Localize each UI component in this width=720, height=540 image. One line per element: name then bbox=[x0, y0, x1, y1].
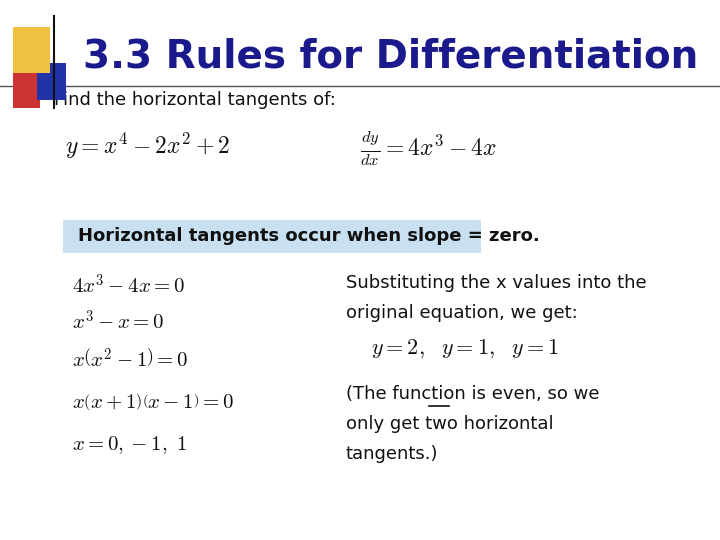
Bar bbox=[13, 71, 40, 108]
Text: Find the horizontal tangents of:: Find the horizontal tangents of: bbox=[54, 91, 336, 109]
Text: $x = 0, -1,\ 1$: $x = 0, -1,\ 1$ bbox=[72, 435, 187, 456]
Text: $y = x^4 - 2x^2 + 2$: $y = x^4 - 2x^2 + 2$ bbox=[65, 131, 230, 161]
Text: $y = 2,\ \ y = 1,\ \ y = 1$: $y = 2,\ \ y = 1,\ \ y = 1$ bbox=[371, 337, 559, 360]
Text: tangents.): tangents.) bbox=[346, 444, 438, 463]
Text: Horizontal tangents occur when slope = zero.: Horizontal tangents occur when slope = z… bbox=[78, 227, 539, 245]
Text: $x^3 - x = 0$: $x^3 - x = 0$ bbox=[72, 309, 164, 333]
Text: $x\left(x^2 - 1\right) = 0$: $x\left(x^2 - 1\right) = 0$ bbox=[72, 347, 189, 371]
Text: original equation, we get:: original equation, we get: bbox=[346, 304, 577, 322]
Text: $4x^3 - 4x = 0$: $4x^3 - 4x = 0$ bbox=[72, 274, 185, 298]
Text: 3.3 Rules for Differentiation: 3.3 Rules for Differentiation bbox=[83, 38, 698, 76]
Bar bbox=[37, 63, 66, 100]
FancyBboxPatch shape bbox=[63, 220, 481, 253]
Text: $\frac{dy}{dx} = 4x^3 - 4x$: $\frac{dy}{dx} = 4x^3 - 4x$ bbox=[360, 129, 497, 168]
Bar bbox=[13, 27, 50, 73]
Text: Substituting the x values into the: Substituting the x values into the bbox=[346, 274, 647, 293]
Text: only get two horizontal: only get two horizontal bbox=[346, 415, 553, 433]
Text: $x\left(x+1\right)\left(x-1\right) = 0$: $x\left(x+1\right)\left(x-1\right) = 0$ bbox=[72, 392, 234, 413]
Text: (The function is even, so we: (The function is even, so we bbox=[346, 385, 599, 403]
